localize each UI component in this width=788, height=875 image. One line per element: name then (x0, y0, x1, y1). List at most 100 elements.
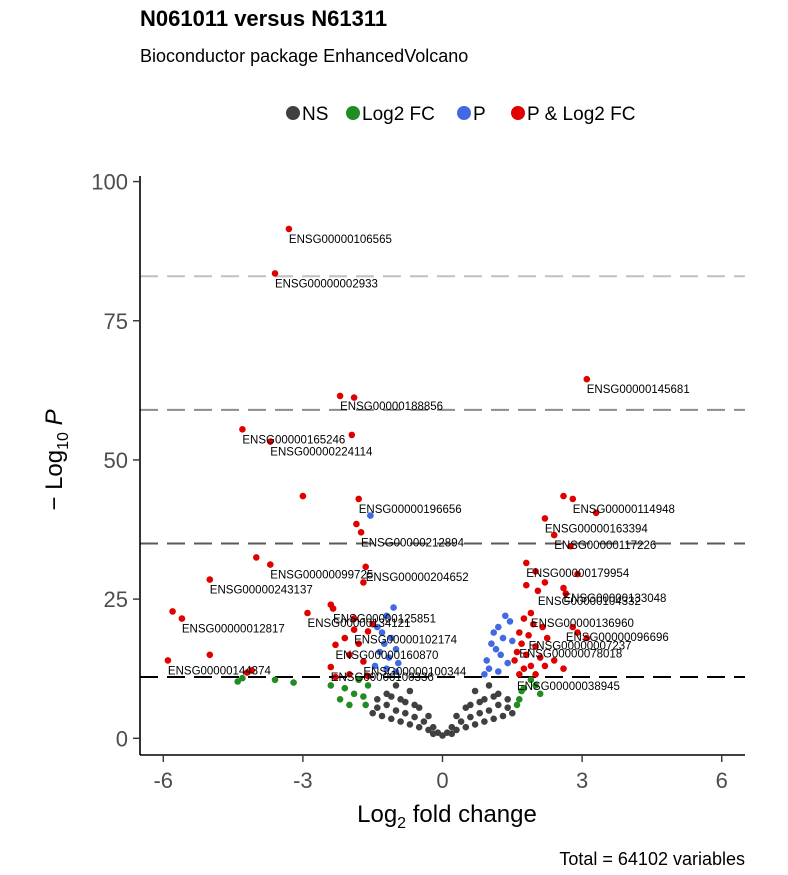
point-ns (374, 704, 381, 711)
point-ns (429, 723, 437, 731)
point-p-log2-fc (513, 648, 521, 656)
point-p (488, 640, 495, 647)
point-ns (406, 721, 414, 728)
point-ns (476, 709, 484, 717)
point-label: ENSG00000117226 (554, 540, 656, 552)
point-p-log2-fc (362, 563, 370, 571)
point-p-log2-fc (267, 438, 274, 445)
point-label: ENSG00000078018 (519, 649, 622, 661)
point-p (367, 512, 374, 519)
point-p (371, 662, 379, 670)
point-p-log2-fc (336, 392, 344, 400)
caption: Total = 64102 variables (559, 849, 745, 869)
point-ns (402, 709, 409, 717)
point-ns (378, 712, 386, 720)
point-label: ENSG00000144374 (168, 665, 272, 677)
point-p-log2-fc (530, 620, 537, 628)
point-p (381, 640, 388, 647)
point-ns (471, 721, 479, 728)
point-ns (485, 707, 493, 714)
point-p-log2-fc (539, 623, 546, 631)
point-p-log2-fc (169, 608, 176, 615)
point-log2-fc (350, 690, 358, 698)
point-ns (504, 704, 512, 711)
point-p-log2-fc (164, 657, 172, 664)
point-p-log2-fc (364, 628, 372, 635)
point-log2-fc (341, 684, 349, 692)
legend-label: P & Log2 FC (527, 104, 635, 125)
y-tick-label: 75 (104, 309, 128, 334)
point-log2-fc (336, 696, 344, 703)
point-log2-fc (239, 674, 246, 682)
legend-key-pfc (511, 106, 525, 120)
point-p-log2-fc (520, 615, 528, 622)
legend-key-ns (286, 106, 300, 120)
point-log2-fc (234, 678, 241, 685)
point-log2-fc (518, 687, 525, 695)
point-ns (453, 726, 460, 734)
point-p-log2-fc (332, 641, 339, 649)
point-p-log2-fc (252, 554, 260, 561)
legend-key-fc (346, 106, 360, 120)
point-log2-fc (362, 701, 370, 709)
point-p-log2-fc (285, 225, 293, 233)
point-ns (457, 718, 465, 725)
point-label: ENSG00000145681 (587, 384, 690, 396)
point-ns (397, 718, 404, 725)
point-log2-fc (355, 676, 363, 684)
point-ns (490, 693, 498, 700)
point-p-log2-fc (346, 651, 353, 659)
point-p (385, 654, 393, 661)
point-ns (504, 696, 512, 703)
point-ns (374, 696, 381, 703)
point-p-log2-fc (348, 431, 356, 439)
point-p (376, 648, 384, 656)
point-p-log2-fc (532, 671, 539, 678)
point-p-log2-fc (516, 671, 523, 678)
point-label: ENSG00000224114 (270, 447, 373, 459)
point-ns (392, 682, 400, 689)
point-p-log2-fc (271, 270, 279, 277)
point-p-log2-fc (353, 520, 360, 528)
point-label: ENSG00000106565 (289, 234, 392, 246)
axes: -6 -3 0 3 6 0 25 50 75 100 (91, 170, 745, 793)
point-ns (388, 715, 395, 723)
point-ns (415, 723, 423, 731)
point-p-log2-fc (178, 615, 186, 622)
point-label: ENSG00000179954 (526, 568, 630, 580)
point-ns (490, 715, 498, 723)
point-p-log2-fc (206, 651, 214, 659)
point-ns (485, 682, 493, 689)
point-p (392, 668, 400, 675)
point-p-log2-fc (360, 579, 367, 586)
point-p-log2-fc (534, 587, 542, 595)
point-label: ENSG00000204652 (366, 572, 469, 584)
point-log2-fc (290, 679, 297, 686)
point-p-log2-fc (541, 662, 549, 670)
point-label: ENSG00000038945 (517, 681, 620, 693)
point-ns (499, 712, 507, 720)
point-ns (388, 693, 395, 700)
point-ns (453, 712, 460, 720)
point-label: ENSG00000160870 (335, 650, 438, 662)
point-p-log2-fc (536, 654, 544, 661)
point-p-log2-fc (541, 515, 549, 522)
y-tick-label: 25 (104, 587, 128, 612)
point-p-log2-fc (357, 529, 365, 536)
point-p-log2-fc (341, 634, 349, 642)
point-p-log2-fc (364, 672, 372, 680)
x-tick-label: 6 (716, 768, 728, 793)
point-label: ENSG00000100344 (363, 666, 467, 678)
point-p-log2-fc (360, 658, 367, 665)
point-label: ENSG00000165246 (242, 434, 345, 446)
point-ns (462, 704, 470, 711)
legend-label: Log2 FC (362, 104, 435, 125)
point-label: ENSG00000163394 (545, 523, 649, 535)
legend: NS Log2 FC P P & Log2 FC (286, 104, 635, 125)
point-label: ENSG00000100336 (331, 672, 434, 684)
point-label: ENSG00000196656 (359, 504, 462, 516)
point-p-log2-fc (327, 663, 335, 671)
point-ns (402, 698, 409, 706)
point-p (392, 645, 400, 653)
